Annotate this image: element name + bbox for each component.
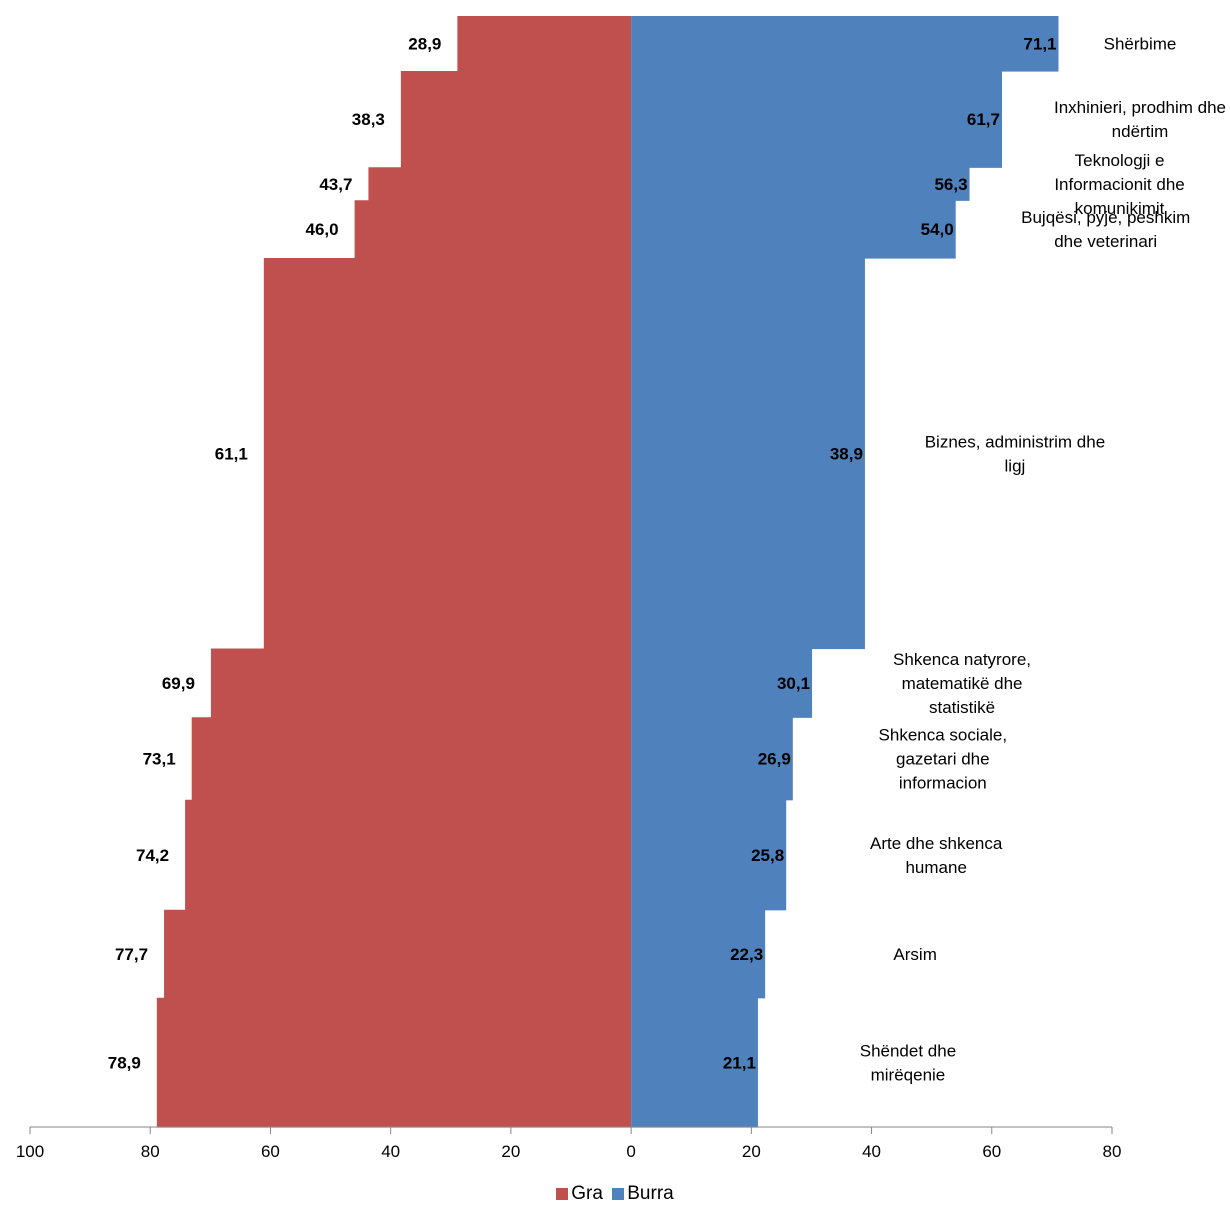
bar-gra-cat-2: [368, 167, 632, 201]
category-label-cat-3: Bujqësi, pyje, peshkim dhe veterinari: [1021, 208, 1190, 251]
category-label-line: Biznes, administrim dhe: [925, 432, 1105, 451]
category-label-line: gazetari dhe: [896, 750, 990, 769]
bar-gra-cat-3: [354, 200, 632, 259]
bar-gra-cat-5: [210, 648, 632, 718]
x-tick-label: 80: [141, 1142, 160, 1161]
bar-burra-cat-2: [631, 167, 970, 201]
value-label-gra-cat-6: 73,1: [143, 750, 176, 769]
category-label-cat-0: Shërbime: [1104, 35, 1177, 54]
x-tick-label: 40: [381, 1142, 400, 1161]
bar-burra-cat-3: [631, 200, 956, 259]
category-label-line: Bujqësi, pyje, peshkim: [1021, 208, 1190, 227]
bar-gra-cat-4: [263, 258, 632, 650]
x-tick-label: 40: [862, 1142, 881, 1161]
value-label-burra-cat-5: 30,1: [777, 674, 810, 693]
value-label-burra-cat-3: 54,0: [921, 220, 954, 239]
legend-item-gra: Gra: [556, 1183, 603, 1205]
category-label-line: Arsim: [893, 945, 936, 964]
category-label-line: Teknologji e: [1075, 151, 1165, 170]
value-label-burra-cat-6: 26,9: [758, 750, 791, 769]
value-label-burra-cat-0: 71,1: [1023, 35, 1056, 54]
legend-swatch-burra: [612, 1188, 625, 1200]
x-tick-label: 100: [16, 1142, 44, 1161]
value-label-gra-cat-2: 43,7: [319, 175, 352, 194]
value-label-burra-cat-7: 25,8: [751, 846, 784, 865]
category-label-line: dhe veterinari: [1054, 232, 1157, 251]
value-label-burra-cat-9: 21,1: [723, 1053, 756, 1072]
value-label-gra-cat-7: 74,2: [136, 846, 169, 865]
bar-gra-cat-6: [191, 717, 632, 801]
x-tick-label: 20: [742, 1142, 761, 1161]
category-label-line: humane: [905, 858, 966, 877]
bar-burra-cat-5: [631, 648, 813, 718]
x-tick-label: 60: [261, 1142, 280, 1161]
category-label-line: mirëqenie: [871, 1065, 946, 1084]
category-label-cat-6: Shkenca sociale, gazetari dhe informacion: [879, 726, 1008, 793]
category-label-cat-7: Arte dhe shkenca humane: [870, 834, 1003, 877]
category-label-cat-5: Shkenca natyrore, matematikë dhe statistik…: [893, 650, 1031, 717]
bar-burra-cat-0: [631, 16, 1059, 72]
value-label-burra-cat-8: 22,3: [730, 945, 763, 964]
value-label-burra-cat-1: 61,7: [967, 110, 1000, 129]
category-label-line: statistikë: [929, 698, 995, 717]
value-label-burra-cat-2: 56,3: [934, 175, 967, 194]
value-label-gra-cat-5: 69,9: [162, 674, 195, 693]
category-label-line: Informacionit dhe: [1054, 175, 1184, 194]
category-label-cat-8: Arsim: [893, 945, 936, 964]
category-label-line: ligj: [1005, 456, 1026, 475]
bar-burra-cat-4: [631, 258, 865, 650]
legend-swatch-gra: [556, 1188, 569, 1200]
value-label-gra-cat-4: 61,1: [215, 444, 248, 463]
bar-burra-cat-1: [631, 71, 1002, 168]
category-label-line: ndërtim: [1112, 122, 1169, 141]
category-label-line: Shkenca sociale,: [879, 726, 1008, 745]
x-tick-label: 60: [982, 1142, 1001, 1161]
category-label-cat-2: Teknologji e Informacionit dhe komunikimit: [1054, 151, 1184, 218]
x-tick-label: 20: [501, 1142, 520, 1161]
bar-burra-cat-8: [631, 909, 766, 999]
category-label-line: Inxhinieri, prodhim dhe: [1054, 98, 1226, 117]
category-label-line: komunikimit: [1075, 199, 1165, 218]
bar-gra-cat-8: [164, 909, 632, 999]
value-label-gra-cat-3: 46,0: [306, 220, 339, 239]
bar-gra-cat-1: [400, 71, 632, 168]
value-label-burra-cat-4: 38,9: [830, 444, 863, 463]
bar-burra-cat-7: [631, 799, 787, 911]
category-label-line: matematikë dhe: [902, 674, 1023, 693]
category-label-line: Shëndet dhe: [860, 1041, 956, 1060]
category-label-cat-4: Biznes, administrim dhe ligj: [925, 432, 1105, 475]
category-label-cat-9: Shëndet dhe mirëqenie: [860, 1041, 956, 1084]
value-label-gra-cat-9: 78,9: [108, 1053, 141, 1072]
value-label-gra-cat-8: 77,7: [115, 945, 148, 964]
bar-burra-cat-6: [631, 717, 793, 801]
value-label-gra-cat-1: 38,3: [352, 110, 385, 129]
category-label-line: Arte dhe shkenca: [870, 834, 1003, 853]
bar-burra-cat-9: [631, 997, 758, 1128]
legend-label-gra: Gra: [571, 1183, 603, 1204]
category-label-cat-1: Inxhinieri, prodhim dhe ndërtim: [1054, 98, 1226, 141]
bar-gra-cat-9: [156, 997, 632, 1128]
category-label-line: Shërbime: [1104, 35, 1177, 54]
legend: Gra Burra: [0, 1183, 1230, 1206]
bar-gra-cat-0: [457, 16, 632, 72]
category-label-line: Shkenca natyrore,: [893, 650, 1031, 669]
legend-item-burra: Burra: [612, 1183, 674, 1205]
x-tick-label: 80: [1103, 1142, 1122, 1161]
value-label-gra-cat-0: 28,9: [408, 35, 441, 54]
legend-label-burra: Burra: [627, 1183, 674, 1204]
category-label-line: informacion: [899, 774, 987, 793]
bar-gra-cat-7: [185, 799, 632, 911]
x-tick-label: 0: [626, 1142, 635, 1161]
